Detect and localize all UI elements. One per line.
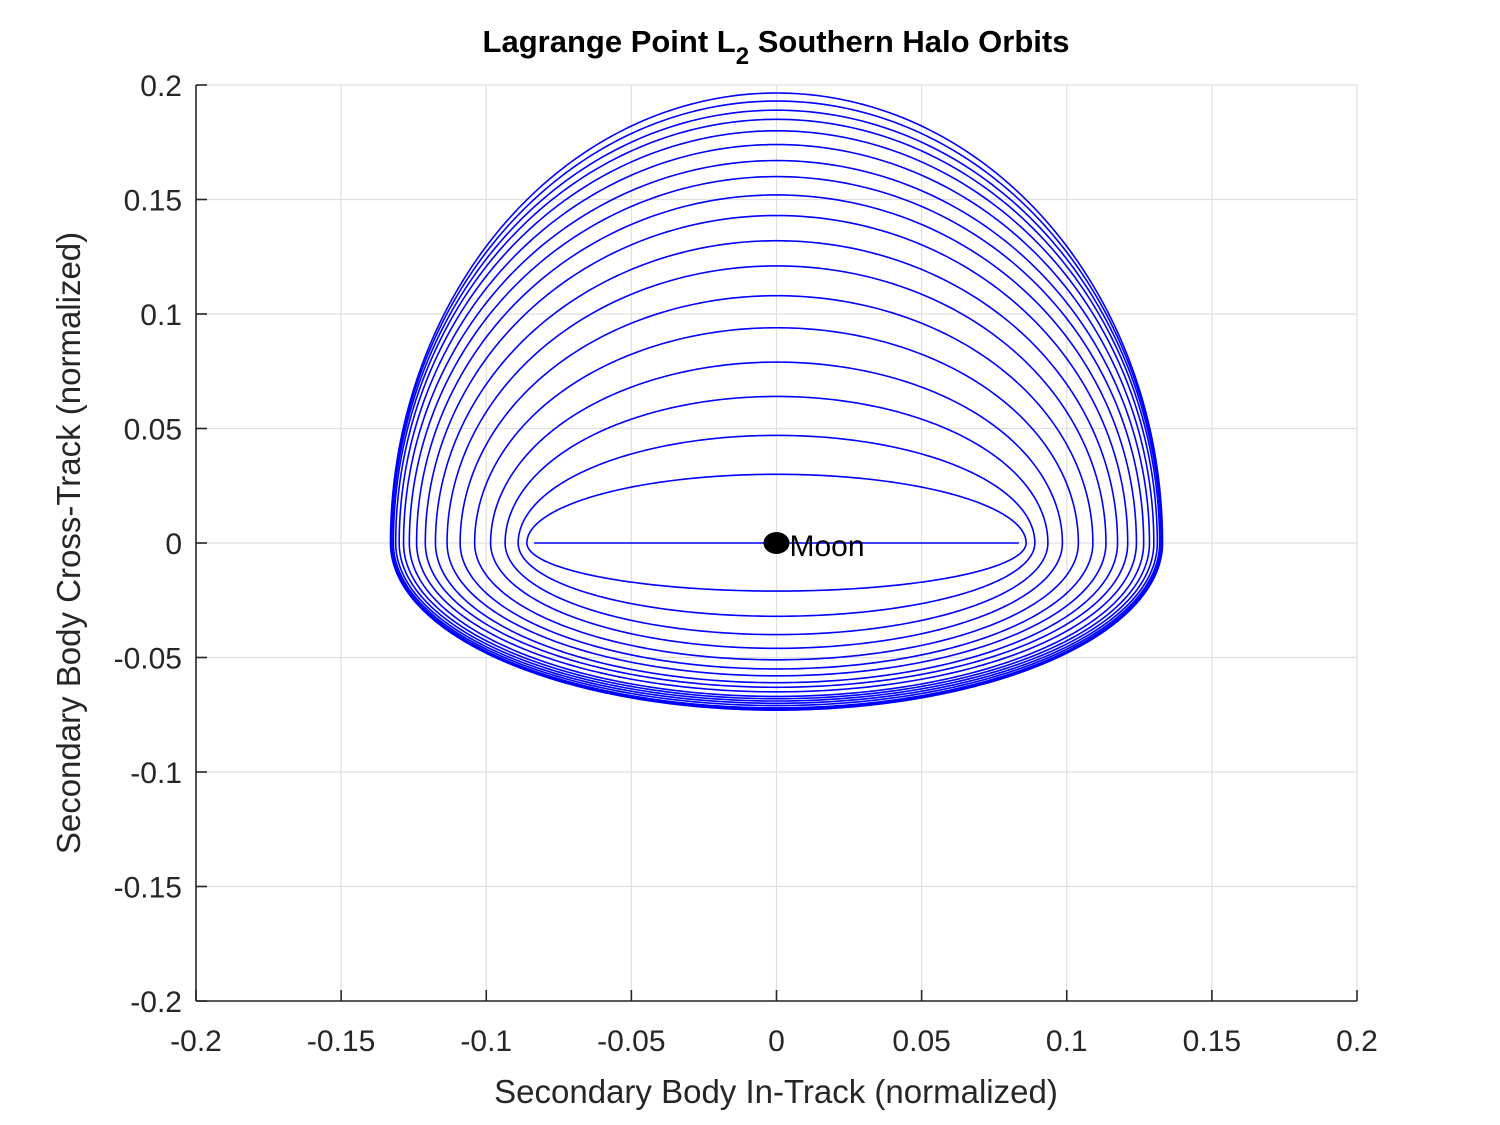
x-tick-label: 0.2 xyxy=(1336,1025,1378,1058)
x-tick-labels: -0.2 -0.15 -0.1 -0.05 0 0.05 0.1 0.15 0.2 xyxy=(170,1025,1378,1058)
orbit-line-13 xyxy=(402,159,1151,700)
orbit-line-8 xyxy=(446,265,1107,677)
orbit-line-7 xyxy=(459,294,1094,670)
orbit-line-10 xyxy=(424,214,1129,689)
x-tick-label: -0.05 xyxy=(597,1025,665,1058)
orbit-line-12 xyxy=(408,175,1145,698)
moon-label: Moon xyxy=(790,530,865,563)
y-axis-label: Secondary Body Cross-Track (normalized) xyxy=(50,232,87,854)
y-tick-label: 0 xyxy=(165,528,182,561)
chart-title: Lagrange Point L2 Southern Halo Orbits xyxy=(483,24,1070,70)
y-tick-label: 0.15 xyxy=(124,185,182,218)
x-axis-label: Secondary Body In-Track (normalized) xyxy=(494,1073,1058,1110)
annotations: Moon xyxy=(763,530,865,563)
x-tick-label: 0 xyxy=(768,1025,785,1058)
x-tick-label: -0.15 xyxy=(307,1025,375,1058)
y-tick-label: -0.05 xyxy=(114,643,182,676)
chart-title-prefix: Lagrange Point L xyxy=(483,24,736,59)
orbit-line-19 xyxy=(389,92,1164,711)
orbit-line-16 xyxy=(392,118,1161,707)
y-tick-label: -0.15 xyxy=(114,872,182,905)
chart-title-suffix: Southern Halo Orbits xyxy=(749,24,1069,59)
orbit-lines xyxy=(389,92,1164,711)
y-tick-label: -0.2 xyxy=(130,986,182,1019)
x-tick-label: -0.2 xyxy=(170,1025,222,1058)
x-tick-label: 0.15 xyxy=(1183,1025,1241,1058)
orbit-line-3 xyxy=(517,434,1036,618)
chart-title-subscript: 2 xyxy=(736,43,749,70)
orbit-line-11 xyxy=(415,194,1138,693)
x-tick-label: 0.1 xyxy=(1046,1025,1088,1058)
orbit-line-15 xyxy=(394,129,1159,705)
y-tick-label: 0.2 xyxy=(140,70,182,103)
orbit-line-14 xyxy=(398,143,1155,702)
orbit-line-4 xyxy=(504,395,1049,636)
orbit-line-17 xyxy=(391,109,1162,709)
y-tick-label: 0.1 xyxy=(140,299,182,332)
orbit-line-2 xyxy=(526,473,1027,592)
x-tick-label: -0.1 xyxy=(460,1025,512,1058)
x-tick-label: 0.05 xyxy=(892,1025,950,1058)
y-tick-labels: 0.2 0.15 0.1 0.05 0 -0.05 -0.1 -0.15 -0.2 xyxy=(114,70,182,1019)
axes-frame xyxy=(195,84,1358,1002)
orbit-line-6 xyxy=(473,326,1080,661)
y-tick-label: -0.1 xyxy=(130,757,182,790)
y-tick-label: 0.05 xyxy=(124,414,182,447)
moon-marker xyxy=(763,532,790,554)
orbit-line-9 xyxy=(434,239,1119,684)
orbit-line-5 xyxy=(489,361,1064,650)
